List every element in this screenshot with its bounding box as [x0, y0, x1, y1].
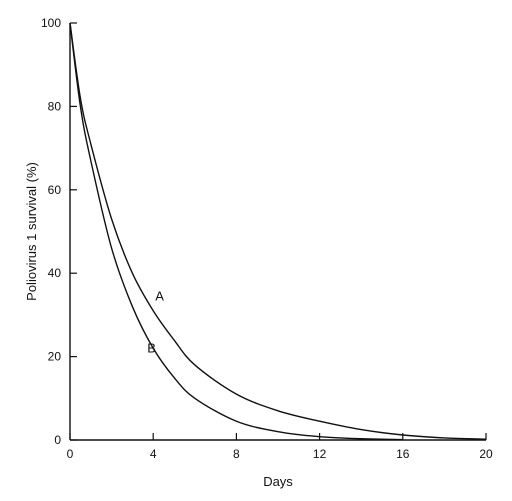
- y-tick-label: 80: [48, 99, 62, 113]
- x-tick-label: 12: [313, 447, 327, 461]
- curves: [69, 22, 487, 441]
- y-tick-label: 20: [48, 350, 62, 364]
- series-a-label: A: [155, 289, 164, 304]
- ticks: 0 4 8 12 16 20 0 20 40 60 80 100: [41, 16, 493, 461]
- axes: [69, 23, 486, 441]
- x-tick-label: 8: [233, 447, 240, 461]
- labels: A B Days Poliovirus 1 survival (%): [24, 162, 293, 489]
- x-tick-label: 0: [67, 447, 74, 461]
- x-tick-label: 4: [150, 447, 157, 461]
- series-b-label: B: [147, 340, 156, 355]
- x-tick-label: 20: [479, 447, 493, 461]
- y-axis-title: Poliovirus 1 survival (%): [24, 162, 39, 301]
- y-tick-label: 100: [41, 16, 61, 30]
- series-a-line: [69, 22, 487, 440]
- x-axis-title: Days: [263, 474, 293, 489]
- y-tick-label: 60: [48, 183, 62, 197]
- series-b-line: [69, 22, 403, 441]
- y-tick-label: 40: [48, 266, 62, 280]
- x-tick-label: 16: [396, 447, 410, 461]
- y-tick-label: 0: [54, 433, 61, 447]
